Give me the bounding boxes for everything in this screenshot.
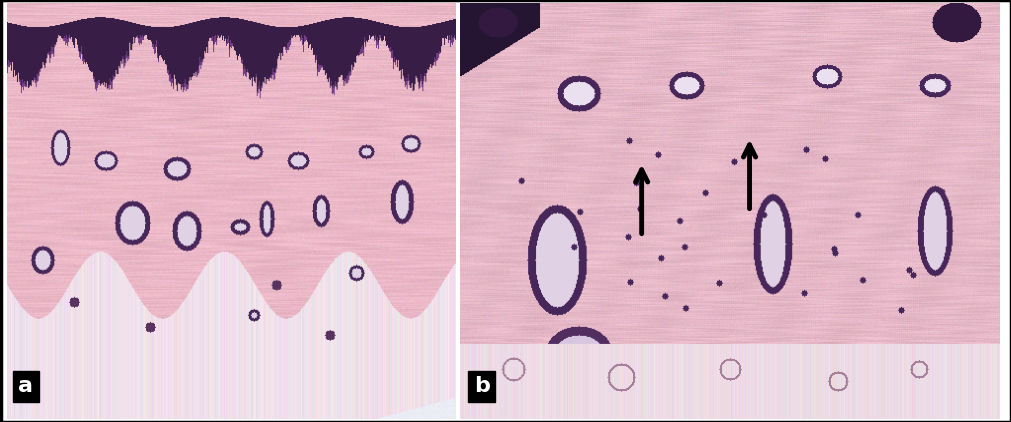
Text: b: b [473,376,489,396]
Text: a: a [18,376,33,396]
